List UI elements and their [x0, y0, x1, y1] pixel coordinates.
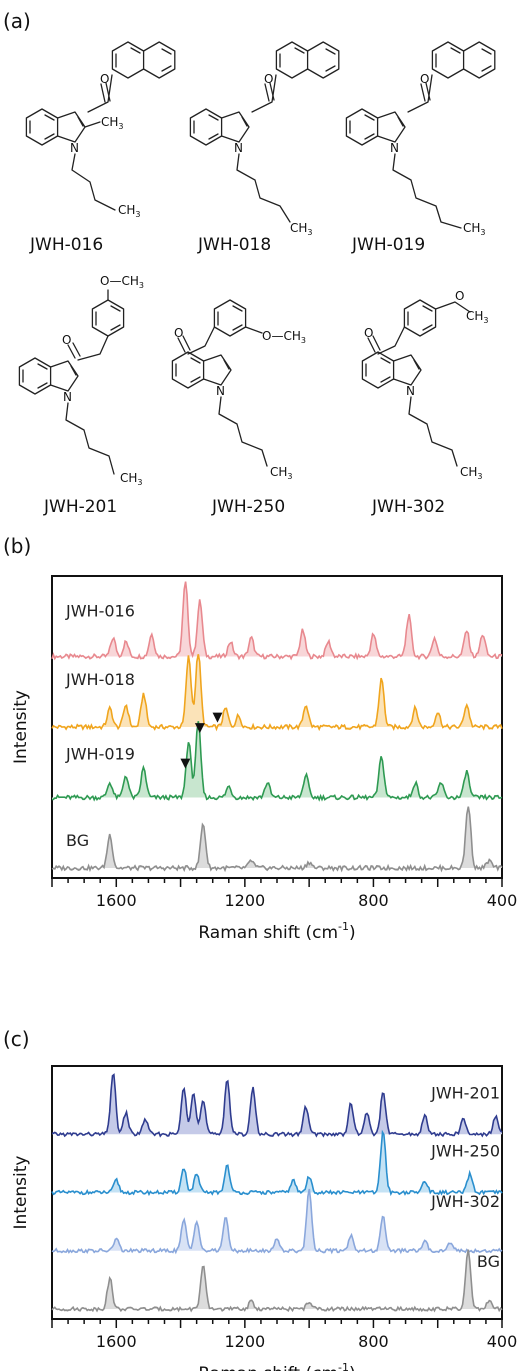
series-line-jwh-302 [51, 1188, 503, 1255]
methyl-group: CH3 [463, 221, 486, 237]
nitrogen-atom: N [406, 384, 415, 398]
nitrogen-atom: N [63, 390, 72, 404]
compound-label-jwh-018: JWH-018 [197, 235, 271, 255]
methoxy-group: O—CH3 [262, 329, 306, 345]
x-tick-label: 1200 [224, 891, 265, 910]
methoxy-group: O—CH3 [100, 274, 144, 290]
x-axis-title: Raman shift (cm-1) [198, 1361, 355, 1371]
methyl-group: CH3 [466, 309, 489, 325]
compound-label-jwh-302: JWH-302 [371, 497, 445, 517]
oxygen-atom: O [62, 333, 71, 347]
methyl-group: CH3 [290, 221, 313, 237]
series-fill-jwh-018 [52, 654, 502, 730]
oxygen-atom: O [364, 326, 373, 340]
x-tick-label: 800 [358, 1332, 389, 1351]
panel-c-label: (c) [3, 1027, 30, 1051]
compound-label-jwh-019: JWH-019 [351, 235, 425, 255]
structure-jwh-302: O CH3 O N CH3 [361, 289, 489, 481]
series-line-jwh-018 [51, 654, 503, 732]
oxygen-atom: O [100, 72, 109, 86]
y-axis-title: Intensity [11, 1156, 31, 1230]
oxygen-atom: O [455, 289, 464, 303]
compound-label-jwh-201: JWH-201 [43, 497, 117, 517]
x-tick-label: 1600 [96, 1332, 137, 1351]
nitrogen-atom: N [234, 141, 243, 155]
series-label-jwh-018: JWH-018 [65, 670, 135, 689]
series-line-jwh-201 [51, 1073, 503, 1138]
series-line-bg [51, 806, 503, 873]
methyl-group: CH3 [460, 465, 483, 481]
methyl-group: CH3 [270, 465, 293, 481]
series-label-bg: BG [477, 1252, 500, 1271]
peak-marker: ▼ [195, 720, 205, 735]
structure-jwh-016: O CH3 N CH3 [25, 41, 176, 219]
peak-marker: ▼ [213, 710, 223, 725]
x-tick-label: 1600 [96, 891, 137, 910]
peak-marker: ▼ [180, 756, 190, 771]
panel-b-label: (b) [3, 534, 31, 558]
series-label-jwh-302: JWH-302 [430, 1192, 500, 1211]
series-label-jwh-019: JWH-019 [65, 745, 135, 764]
x-axis-title: Raman shift (cm-1) [198, 920, 355, 943]
raman-chart-c: JWH-201 JWH-250 JWH-302 BG 1600 1200 800 400 Ram… [11, 1065, 518, 1371]
series-line-jwh-016 [51, 581, 503, 661]
series-fill-bg [52, 806, 502, 871]
raman-chart-b: JWH-016 JWH-018 ▼ JWH-019 ▼ ▼ BG 1600 1200 800 400… [11, 575, 518, 943]
methyl-group: CH3 [101, 115, 124, 131]
nitrogen-atom: N [216, 384, 225, 398]
series-fill-bg [52, 1249, 502, 1311]
oxygen-atom: O [420, 72, 429, 86]
methyl-group: CH3 [118, 203, 141, 219]
structure-jwh-250: O—CH3 O N CH3 [171, 299, 306, 481]
methyl-group: CH3 [120, 471, 143, 487]
nitrogen-atom: N [70, 141, 79, 155]
compound-label-jwh-016: JWH-016 [29, 235, 103, 255]
series-label-jwh-016: JWH-016 [65, 602, 135, 621]
series-label-bg: BG [66, 831, 89, 850]
series-line-bg [51, 1249, 503, 1313]
oxygen-atom: O [174, 326, 183, 340]
x-tick-label: 800 [358, 891, 389, 910]
series-line-jwh-250 [51, 1129, 503, 1197]
oxygen-atom: O [264, 72, 273, 86]
y-axis-title: Intensity [11, 690, 31, 764]
x-tick-label: 400 [487, 891, 518, 910]
structure-jwh-201: O—CH3 O N CH3 [18, 274, 144, 487]
series-line-jwh-019 [51, 721, 503, 802]
series-label-jwh-250: JWH-250 [430, 1142, 500, 1161]
nitrogen-atom: N [390, 141, 399, 155]
x-tick-label: 1200 [224, 1332, 265, 1351]
x-tick-label: 400 [487, 1332, 518, 1351]
compound-label-jwh-250: JWH-250 [211, 497, 285, 517]
panel-a-label: (a) [3, 9, 31, 33]
structure-jwh-019: O N CH3 [345, 41, 496, 237]
structure-jwh-018: O N CH3 [189, 41, 340, 237]
series-label-jwh-201: JWH-201 [430, 1083, 500, 1102]
